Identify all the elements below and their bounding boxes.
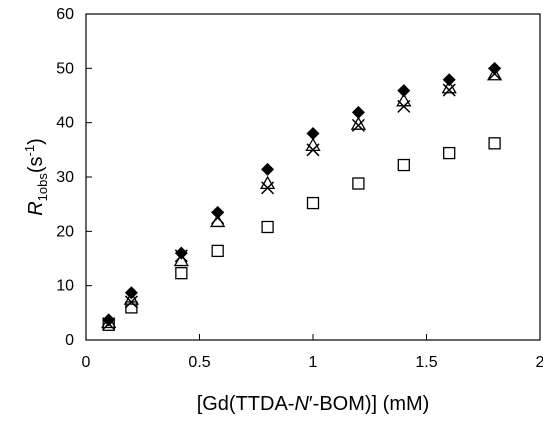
data-point-open-square [397, 158, 410, 172]
y-tick-label: 40 [56, 115, 74, 132]
x-tick-label: 2 [536, 354, 543, 371]
y-axis-label: R1obs(s-1) [22, 138, 50, 216]
x-tick-label: 0 [82, 354, 91, 371]
y-tick-label: 10 [56, 278, 74, 295]
series-filled-diamond [102, 61, 502, 327]
data-point-open-square [175, 267, 188, 280]
points-layer [101, 61, 503, 331]
data-point-open-triangle [486, 67, 503, 81]
data-point-open-triangle [396, 93, 412, 107]
y-axis-label-pre-sup: (s [25, 156, 47, 173]
x-axis-label-post: ′-BOM)] (mM) [309, 393, 429, 415]
series-x-cross [102, 67, 502, 331]
data-point-open-square [306, 196, 320, 210]
y-axis-label-main: R [25, 201, 47, 215]
y-axis-label-sup: -1 [22, 145, 37, 157]
data-point-open-triangle [441, 80, 457, 94]
data-point-open-square [352, 177, 365, 190]
plot-frame [85, 13, 541, 341]
data-point-open-triangle [101, 314, 117, 329]
data-point-filled-diamond [261, 162, 275, 176]
y-tick-label: 0 [65, 332, 74, 349]
x-tick-label: 1 [309, 354, 318, 371]
data-point-filled-diamond [306, 127, 320, 141]
data-point-open-square [125, 301, 138, 314]
data-point-open-triangle [123, 291, 140, 305]
y-axis-label-sub: 1obs [35, 173, 50, 202]
series-open-triangle [101, 67, 503, 329]
data-point-open-square [102, 318, 115, 331]
data-point-open-square [443, 146, 456, 160]
y-tick-label: 30 [56, 169, 74, 186]
y-axis-label-post: ) [25, 138, 47, 145]
data-point-x-cross [442, 83, 456, 97]
x-tick-label: 1.5 [415, 354, 437, 371]
data-point-x-cross [174, 249, 188, 263]
x-tick-label: 0.5 [188, 354, 210, 371]
data-point-open-triangle [350, 116, 367, 130]
data-point-filled-diamond [442, 73, 456, 87]
data-point-open-triangle [305, 137, 321, 152]
y-tick-label: 60 [56, 6, 74, 23]
data-point-open-square [261, 220, 274, 234]
data-point-filled-diamond [397, 84, 411, 98]
data-point-open-square [211, 244, 224, 258]
y-tick-label: 20 [56, 223, 74, 240]
data-point-open-square [488, 137, 501, 150]
x-axis-label-pre: [Gd(TTDA- [197, 393, 295, 415]
data-point-filled-diamond [211, 205, 225, 219]
data-point-x-cross [488, 67, 502, 81]
x-axis-label: [Gd(TTDA-N′-BOM)] (mM) [197, 393, 430, 415]
x-axis-label-italic: N [294, 393, 309, 415]
data-point-open-triangle [210, 213, 226, 228]
data-point-open-triangle [259, 175, 276, 190]
data-point-open-triangle [173, 252, 189, 267]
data-point-filled-diamond [351, 105, 365, 119]
series-open-square [102, 137, 501, 331]
y-tick-label: 50 [56, 60, 74, 77]
